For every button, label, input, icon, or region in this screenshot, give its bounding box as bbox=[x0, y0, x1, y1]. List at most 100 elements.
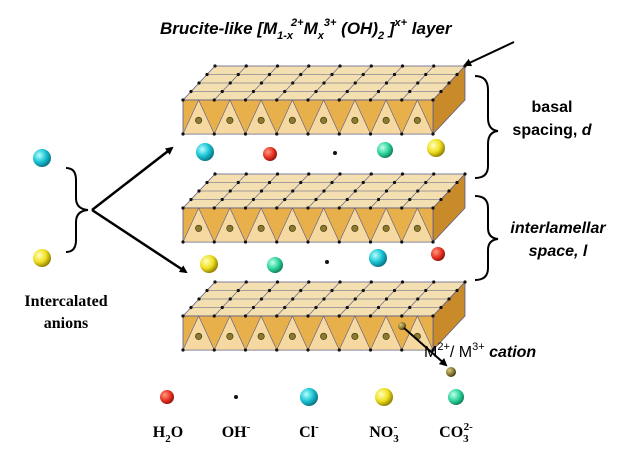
layer-cation bbox=[320, 116, 328, 124]
oh-vertex bbox=[416, 189, 420, 193]
legend-oh-swatch bbox=[234, 395, 238, 399]
oh-vertex bbox=[275, 206, 279, 210]
oh-vertex bbox=[299, 180, 303, 185]
interlayer-co3-ion bbox=[377, 142, 393, 158]
oh-vertex bbox=[439, 89, 443, 94]
legend-cl-label: Cl- bbox=[299, 421, 319, 441]
oh-vertex bbox=[251, 89, 256, 94]
oh-vertex bbox=[432, 172, 436, 176]
interlayer-co3-ion bbox=[267, 257, 283, 273]
oh-vertex bbox=[330, 72, 334, 77]
oh-vertex bbox=[463, 280, 467, 284]
layer-title: Brucite-like [M1-x2+Mx3+ (OH)2 ]x+ layer bbox=[160, 17, 453, 42]
middle-layer bbox=[181, 172, 467, 244]
oh-vertex bbox=[189, 197, 193, 202]
oh-vertex bbox=[376, 305, 381, 310]
layer-cation bbox=[351, 116, 359, 124]
oh-vertex bbox=[353, 81, 357, 85]
oh-vertex bbox=[306, 132, 310, 136]
layer-cation bbox=[288, 116, 296, 124]
cation-pointer-arrow bbox=[403, 327, 448, 367]
oh-vertex bbox=[392, 288, 397, 293]
layer-cation bbox=[195, 332, 203, 340]
oh-vertex bbox=[243, 206, 248, 210]
oh-vertex bbox=[368, 314, 373, 318]
oh-vertex bbox=[314, 197, 318, 202]
oh-vertex bbox=[228, 189, 232, 193]
oh-vertex bbox=[408, 89, 412, 94]
oh-vertex bbox=[369, 280, 373, 284]
oh-vertex bbox=[228, 297, 232, 301]
oh-vertex bbox=[299, 72, 303, 77]
oh-vertex bbox=[205, 72, 209, 77]
oh-vertex bbox=[181, 132, 185, 136]
oh-vertex bbox=[181, 206, 185, 210]
cation-detached bbox=[446, 367, 456, 377]
oh-vertex bbox=[267, 288, 272, 293]
layer-cation bbox=[288, 332, 296, 340]
layer-cation bbox=[226, 224, 234, 232]
layer-cation bbox=[413, 224, 421, 232]
oh-vertex bbox=[306, 348, 310, 352]
oh-vertex bbox=[181, 314, 185, 318]
oh-vertex bbox=[432, 280, 436, 284]
oh-vertex bbox=[408, 197, 412, 202]
left-no3-ion bbox=[33, 249, 51, 267]
oh-vertex bbox=[212, 98, 216, 102]
brucite-layers bbox=[181, 64, 467, 352]
oh-vertex bbox=[189, 305, 193, 310]
oh-vertex bbox=[275, 280, 280, 284]
oh-vertex bbox=[275, 240, 279, 244]
oh-vertex bbox=[236, 180, 240, 185]
oh-vertex bbox=[228, 81, 232, 85]
oh-vertex bbox=[447, 297, 451, 301]
oh-vertex bbox=[369, 172, 373, 176]
arrow-to-lower-gallery bbox=[91, 208, 188, 274]
spacing-label: spacing, d bbox=[512, 122, 592, 139]
oh-vertex bbox=[251, 305, 256, 310]
interlayer-cl-ion bbox=[196, 143, 214, 161]
oh-vertex bbox=[212, 348, 216, 352]
oh-vertex bbox=[368, 98, 373, 102]
oh-vertex bbox=[400, 206, 404, 210]
oh-vertex bbox=[376, 197, 381, 202]
cation-label: M2+/ M3+ cation bbox=[424, 341, 536, 361]
interlayer-no3-ion bbox=[427, 139, 445, 157]
oh-vertex bbox=[447, 81, 451, 85]
oh-vertex bbox=[361, 180, 365, 185]
oh-vertex bbox=[220, 197, 224, 202]
oh-vertex bbox=[432, 64, 436, 68]
oh-vertex bbox=[447, 189, 451, 193]
anions-label: anions bbox=[44, 315, 88, 332]
oh-vertex bbox=[392, 180, 397, 185]
oh-vertex bbox=[213, 172, 217, 176]
oh-vertex bbox=[463, 172, 467, 176]
top-layer bbox=[181, 64, 467, 136]
oh-vertex bbox=[299, 288, 303, 293]
oh-vertex bbox=[361, 288, 365, 293]
oh-vertex bbox=[181, 98, 185, 102]
interlayer-h2o-molecule bbox=[263, 147, 277, 161]
oh-vertex bbox=[384, 81, 389, 85]
oh-vertex bbox=[408, 305, 412, 310]
oh-vertex bbox=[337, 132, 341, 136]
oh-vertex bbox=[322, 81, 326, 85]
oh-vertex bbox=[424, 180, 428, 185]
interlayer-oh-ion bbox=[333, 151, 337, 155]
oh-vertex bbox=[337, 314, 341, 318]
oh-vertex bbox=[213, 280, 217, 284]
oh-vertex bbox=[275, 64, 280, 68]
oh-vertex bbox=[306, 240, 310, 244]
layer-cation bbox=[382, 224, 390, 232]
oh-vertex bbox=[291, 297, 295, 301]
oh-vertex bbox=[291, 81, 295, 85]
oh-vertex bbox=[384, 297, 389, 301]
oh-vertex bbox=[455, 72, 459, 77]
oh-vertex bbox=[212, 314, 216, 318]
oh-vertex bbox=[376, 89, 381, 94]
oh-vertex bbox=[275, 172, 280, 176]
interlayer-oh-ion bbox=[325, 260, 329, 264]
oh-vertex bbox=[259, 297, 264, 301]
oh-vertex bbox=[283, 305, 287, 310]
